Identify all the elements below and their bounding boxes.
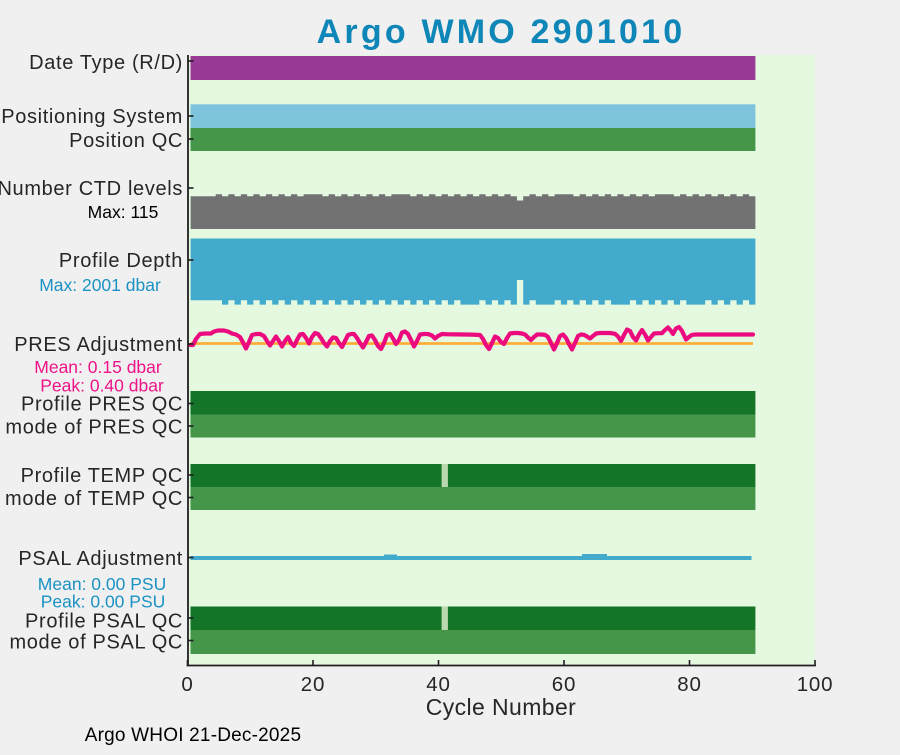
svg-text:Argo WHOI 21-Dec-2025: Argo WHOI 21-Dec-2025 <box>85 725 301 746</box>
svg-text:Position QC: Position QC <box>69 130 183 152</box>
svg-text:PRES Adjustment: PRES Adjustment <box>14 334 183 356</box>
svg-text:Max: 2001 dbar: Max: 2001 dbar <box>39 275 161 295</box>
svg-text:Profile PSAL QC: Profile PSAL QC <box>25 611 183 633</box>
svg-text:Number CTD levels: Number CTD levels <box>0 178 183 200</box>
svg-text:Cycle Number: Cycle Number <box>426 694 577 720</box>
svg-text:Argo WMO 2901010: Argo WMO 2901010 <box>317 13 686 51</box>
svg-text:Positioning System: Positioning System <box>1 106 183 128</box>
svg-text:mode of TEMP QC: mode of TEMP QC <box>5 488 183 510</box>
svg-text:Profile TEMP QC: Profile TEMP QC <box>21 465 183 487</box>
svg-text:40: 40 <box>426 673 450 696</box>
svg-text:mode of PRES QC: mode of PRES QC <box>5 417 183 439</box>
svg-text:Peak: 0.40 dbar: Peak: 0.40 dbar <box>40 376 164 396</box>
svg-text:Date Type (R/D): Date Type (R/D) <box>29 52 183 74</box>
svg-text:Mean: 0.00 PSU: Mean: 0.00 PSU <box>38 574 166 594</box>
svg-text:60: 60 <box>552 673 576 696</box>
svg-text:Profile Depth: Profile Depth <box>59 250 183 272</box>
svg-text:Max: 115: Max: 115 <box>88 202 159 222</box>
svg-text:0: 0 <box>181 673 193 696</box>
svg-text:Mean: 0.15 dbar: Mean: 0.15 dbar <box>34 357 162 377</box>
svg-text:Peak: 0.00 PSU: Peak: 0.00 PSU <box>41 592 166 612</box>
svg-text:Profile PRES QC: Profile PRES QC <box>21 394 183 416</box>
svg-text:mode of PSAL QC: mode of PSAL QC <box>9 632 183 654</box>
svg-text:20: 20 <box>301 673 325 696</box>
svg-text:100: 100 <box>797 673 834 696</box>
svg-text:80: 80 <box>677 673 701 696</box>
svg-text:PSAL Adjustment: PSAL Adjustment <box>18 548 183 570</box>
